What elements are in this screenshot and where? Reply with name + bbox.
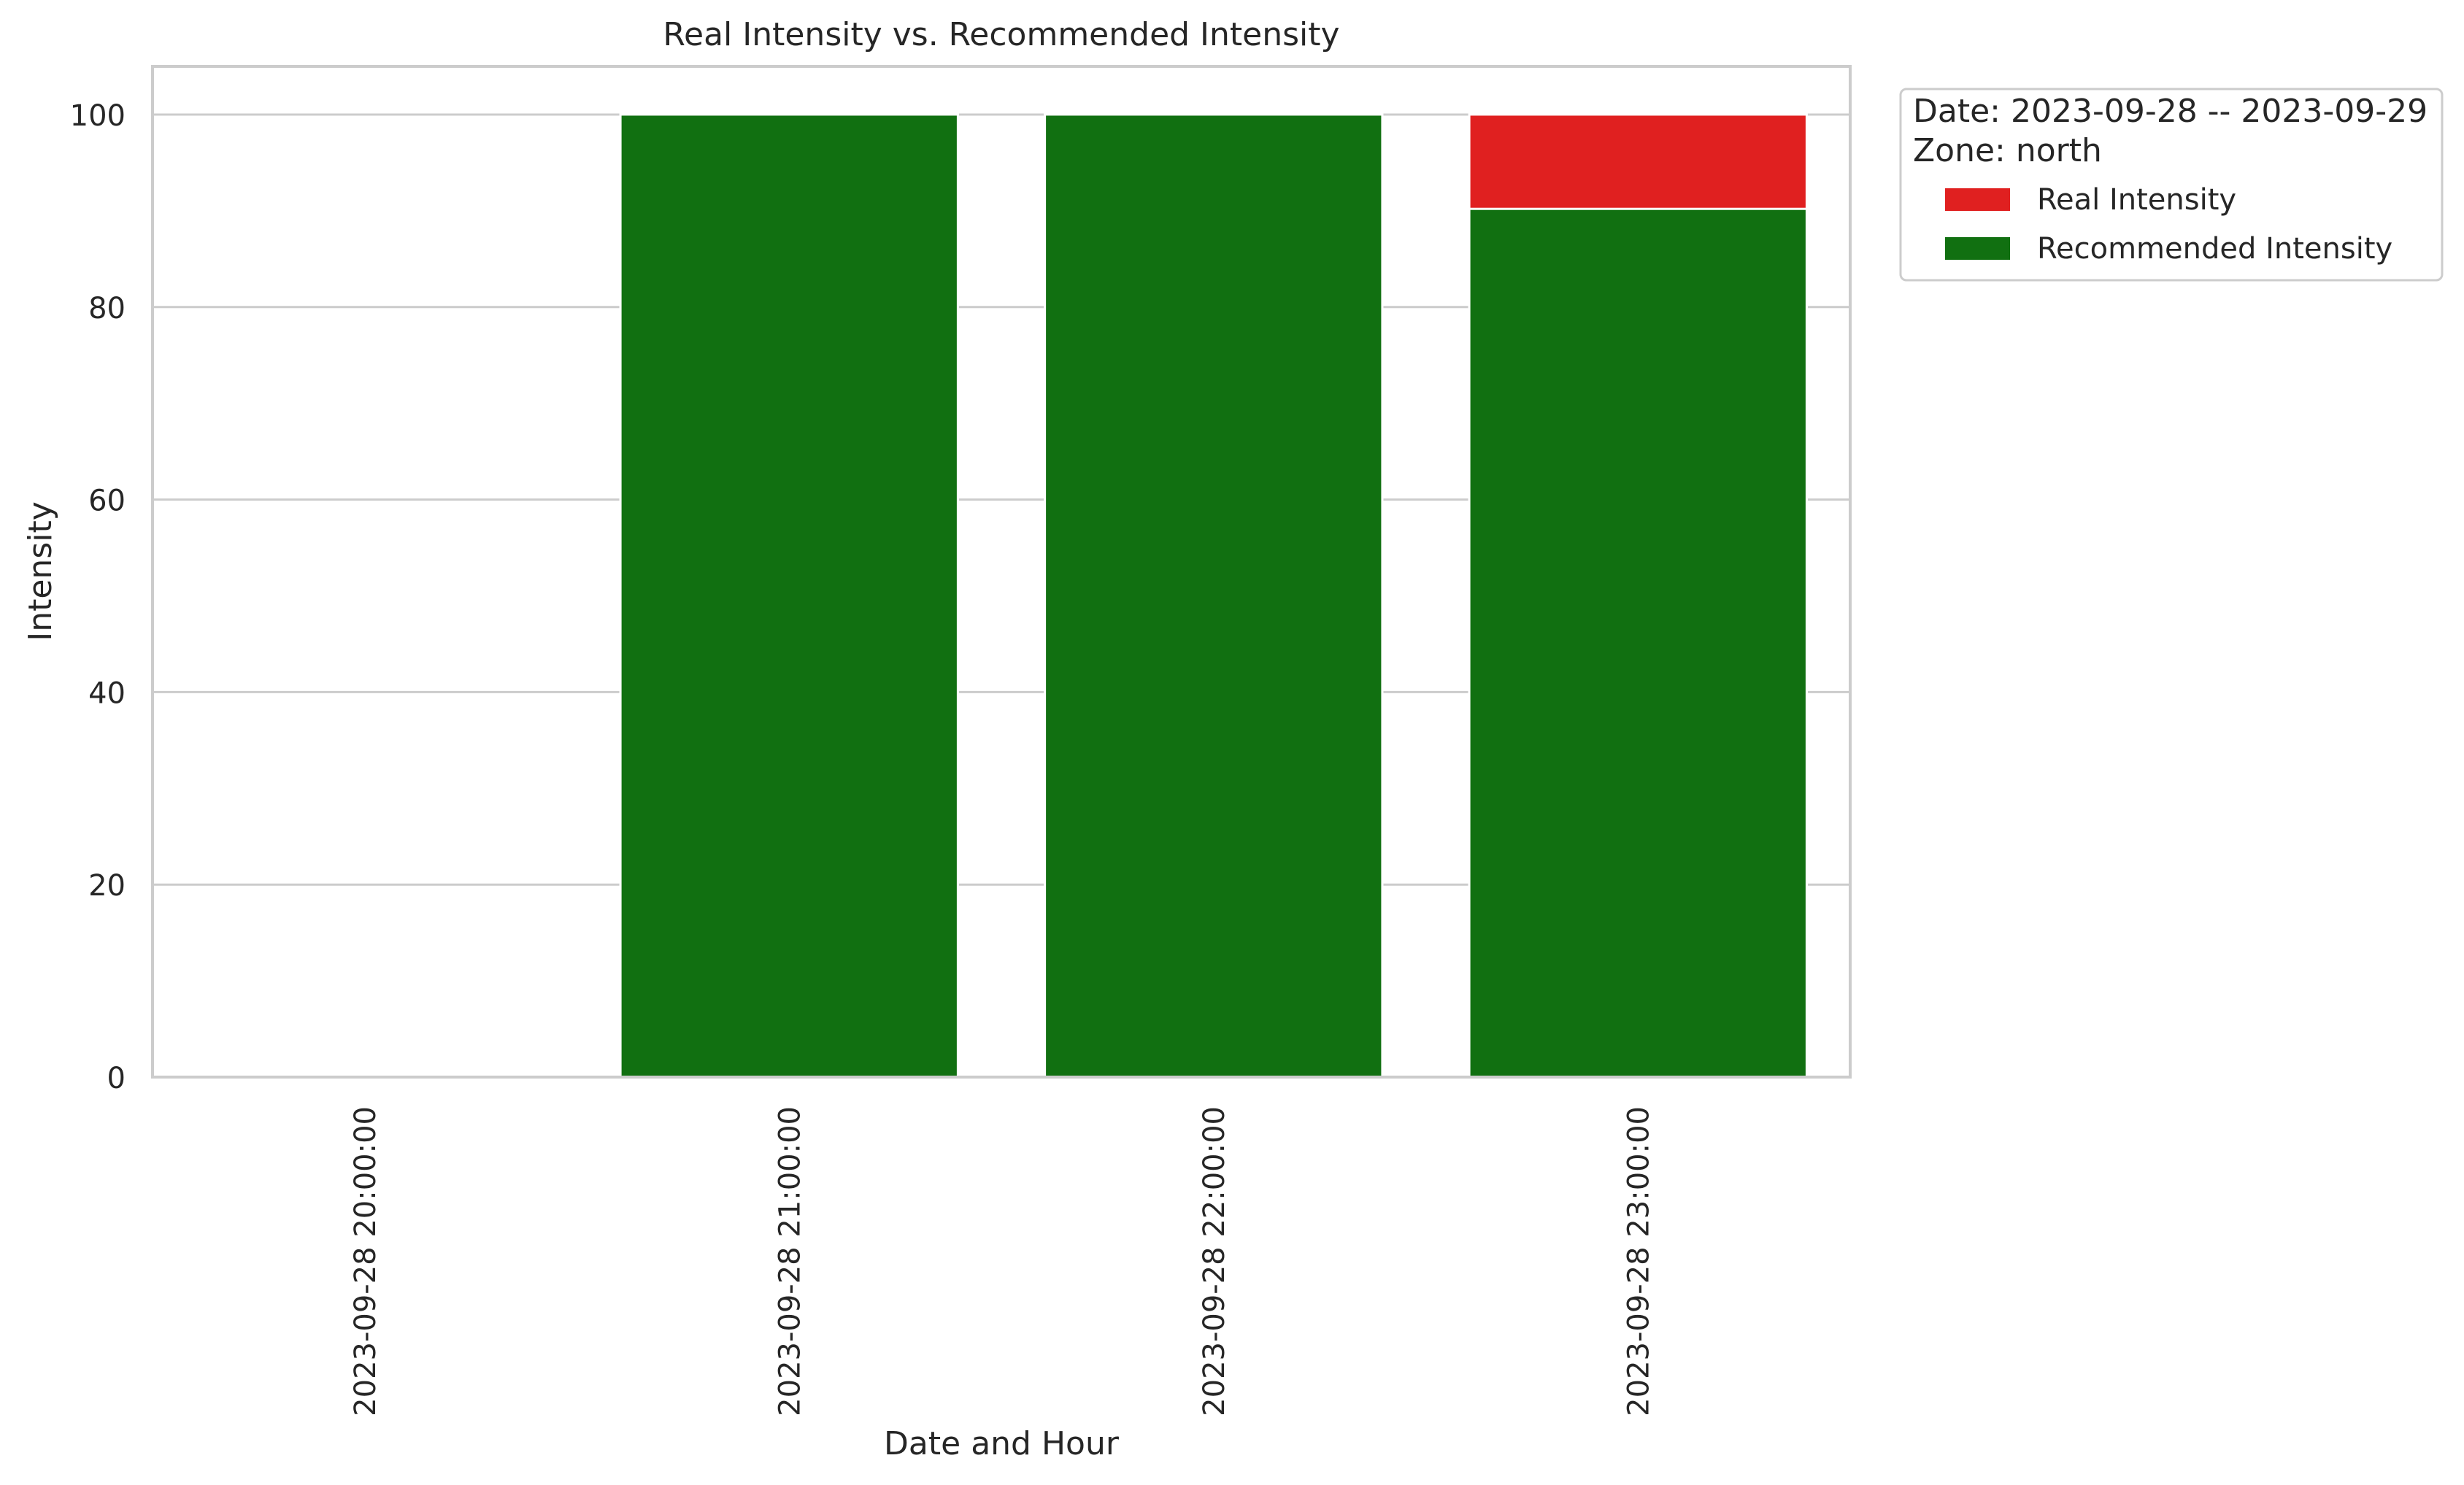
plot-frame bbox=[151, 65, 1852, 1079]
y-tick-label: 0 bbox=[107, 1062, 126, 1095]
x-tick-labels: 2023-09-28 20:00:00 2023-09-28 21:00:00 20… bbox=[349, 1106, 1656, 1416]
bars bbox=[619, 113, 1808, 1079]
y-tick-label: 20 bbox=[88, 869, 126, 903]
legend-swatch-real-intensity bbox=[1945, 188, 2010, 211]
legend-title-line: Zone: north bbox=[1913, 132, 2102, 169]
y-tick-label: 100 bbox=[70, 99, 126, 133]
x-tick-label: 2023-09-28 21:00:00 bbox=[773, 1106, 806, 1416]
y-axis-label: Intensity bbox=[22, 501, 59, 641]
x-tick-label: 2023-09-28 23:00:00 bbox=[1622, 1106, 1655, 1416]
legend: Date: 2023-09-28 -- 2023-09-29 Zone: nor… bbox=[1899, 88, 2444, 282]
x-tick-label: 2023-09-28 22:00:00 bbox=[1198, 1106, 1231, 1416]
bar-recommended-intensity bbox=[1044, 113, 1384, 1079]
x-tick-label: 2023-09-28 20:00:00 bbox=[349, 1106, 382, 1416]
x-axis-label: Date and Hour bbox=[884, 1425, 1120, 1462]
legend-swatch-recommended-intensity bbox=[1945, 237, 2010, 260]
legend-entry-real-intensity: Real Intensity bbox=[2037, 183, 2236, 217]
bar-recommended-intensity bbox=[1468, 207, 1808, 1079]
legend-entry-recommended-intensity: Recommended Intensity bbox=[2037, 232, 2392, 266]
y-tick-label: 40 bbox=[88, 676, 126, 710]
legend-box bbox=[1899, 88, 2444, 282]
chart-title: Real Intensity vs. Recommended Intensity bbox=[663, 16, 1339, 53]
bar-recommended-intensity bbox=[619, 113, 959, 1079]
y-tick-labels: 0 20 40 60 80 100 bbox=[70, 99, 126, 1095]
legend-title-line: Date: 2023-09-28 -- 2023-09-29 bbox=[1913, 93, 2428, 130]
y-tick-label: 60 bbox=[88, 485, 126, 518]
y-tick-label: 80 bbox=[88, 292, 126, 325]
